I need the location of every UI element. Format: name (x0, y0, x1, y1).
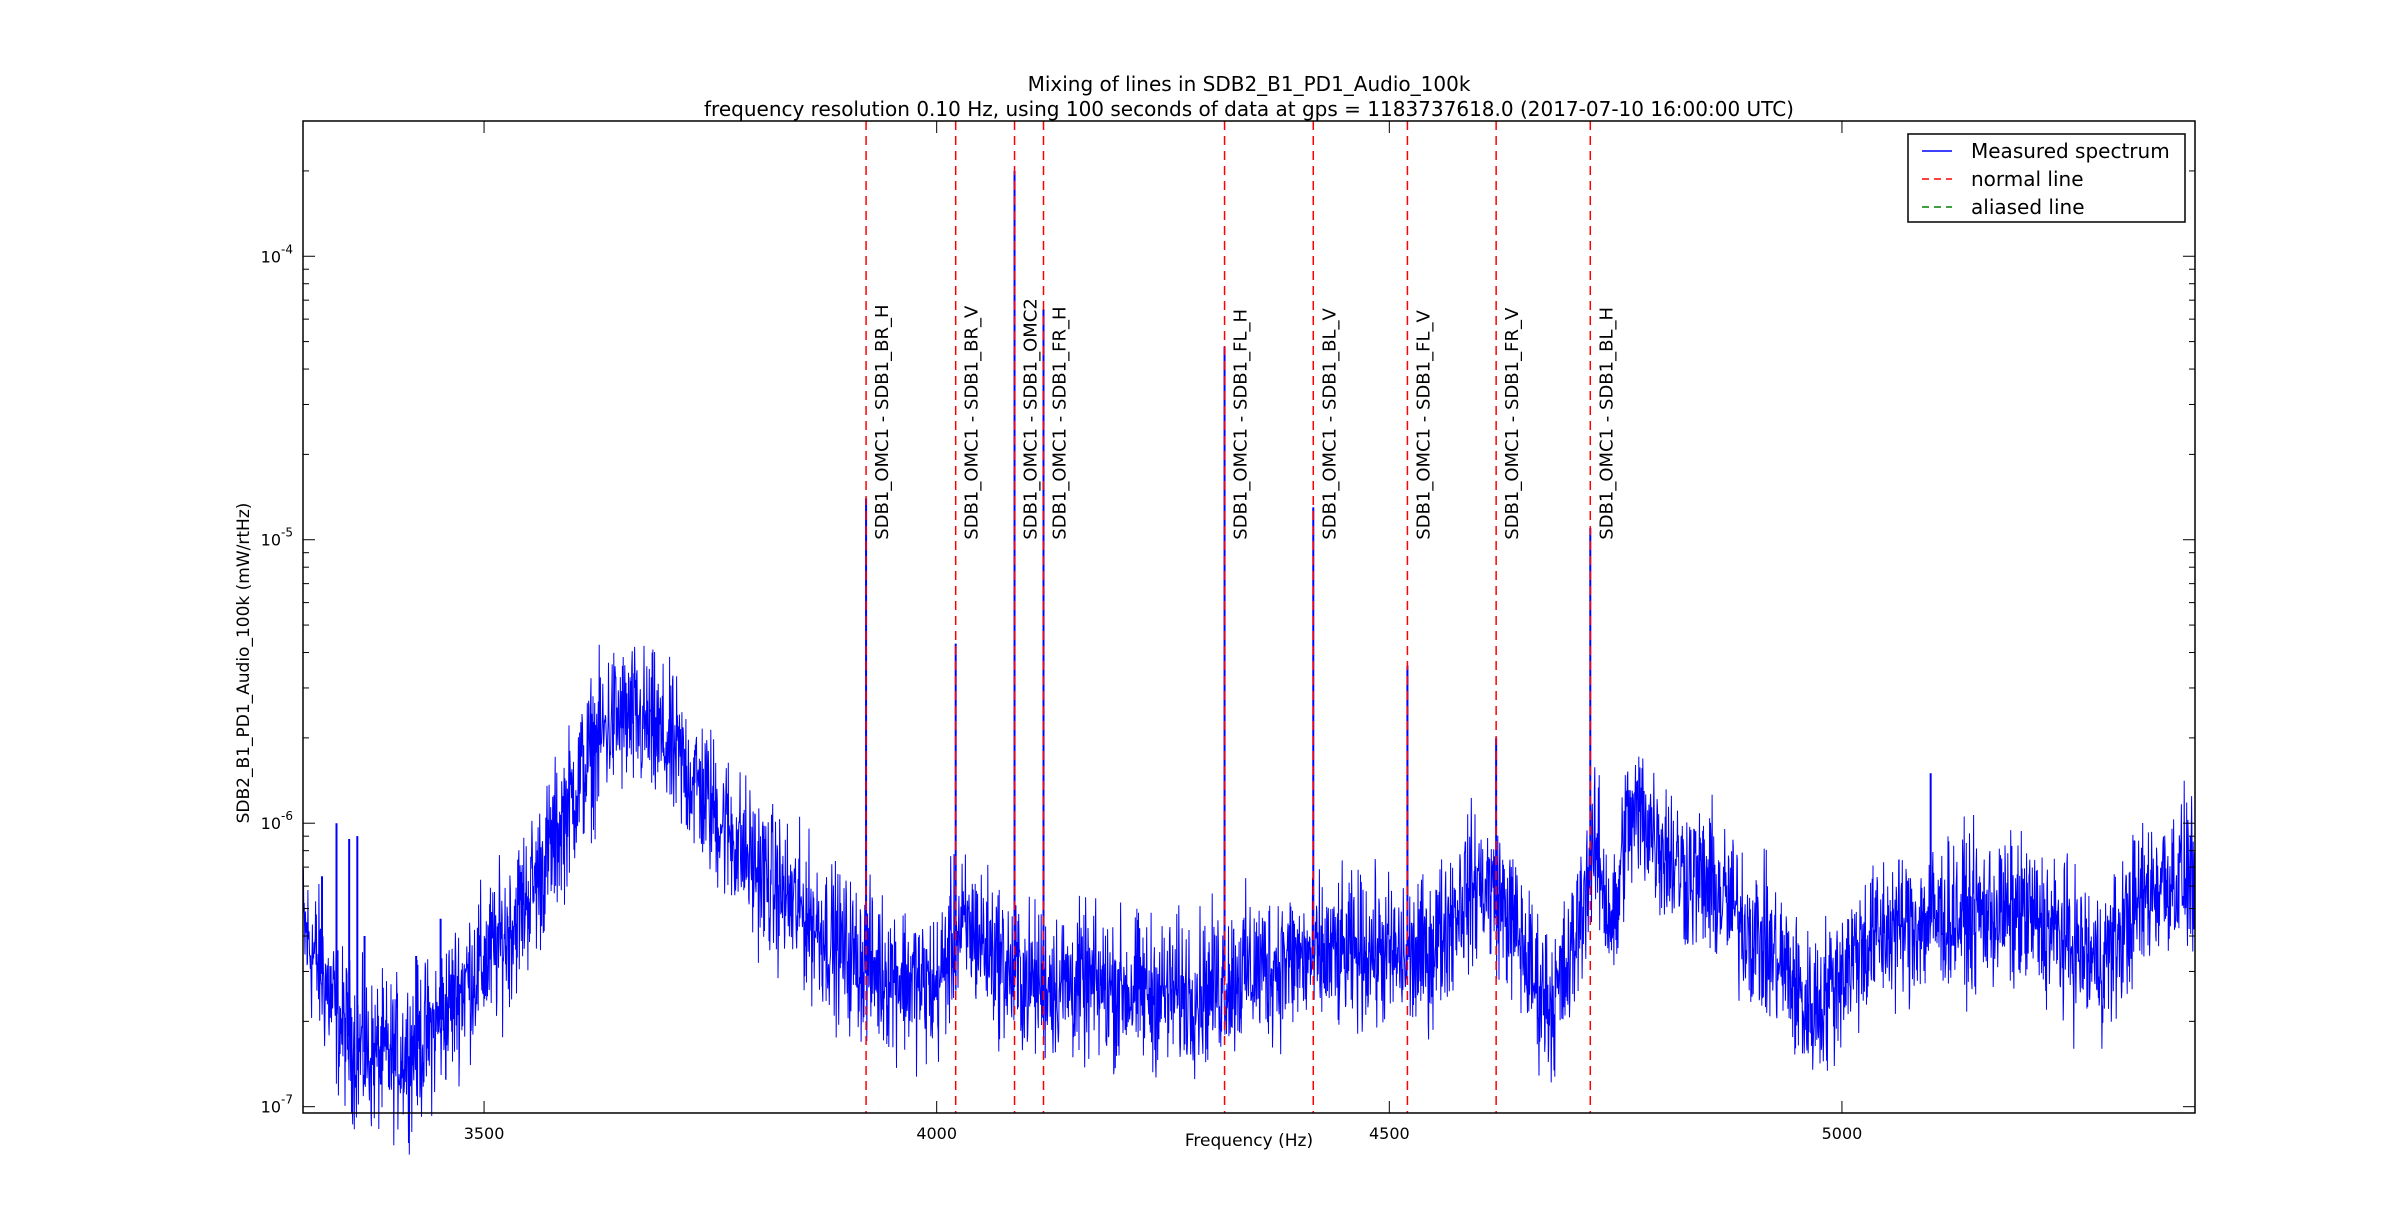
line-label: SDB1_OMC1 - SDB1_OMC2 (1021, 298, 1042, 540)
chart-title: Mixing of lines in SDB2_B1_PD1_Audio_100… (1028, 72, 1471, 96)
line-label: SDB1_OMC1 - SDB1_BR_V (962, 305, 983, 540)
axes-frame (302, 120, 2196, 1114)
line-label: SDB1_OMC1 - SDB1_FL_V (1413, 310, 1434, 540)
line-label: SDB1_OMC1 - SDB1_FR_H (1050, 306, 1071, 539)
spectrum-line (302, 644, 2196, 1155)
y-axis-label: SDB2_B1_PD1_Audio_100k (mW/rtHz) (234, 503, 254, 824)
x-tick-label: 5000 (1822, 1124, 1863, 1143)
legend-entry: aliased line (1971, 195, 2085, 219)
line-label: SDB1_OMC1 - SDB1_FL_H (1231, 309, 1252, 540)
y-tick-label: 10-5 (261, 526, 293, 550)
y-tick-label: 10-6 (261, 809, 293, 833)
plot-area: SDB1_OMC1 - SDB1_BR_H SDB1_OMC1 - SDB1_BR… (261, 120, 2196, 1155)
x-axis-label: Frequency (Hz) (1185, 1131, 1313, 1151)
x-tick-label: 3500 (464, 1124, 505, 1143)
ticks-layer: 3500 4000 4500 5000 10-7 10-6 10-5 10-4 (261, 121, 2195, 1143)
legend-box (1907, 133, 2186, 223)
legend-entry: normal line (1971, 167, 2084, 191)
chart-subtitle: frequency resolution 0.10 Hz, using 100 … (704, 97, 1794, 121)
legend-entry: Measured spectrum (1971, 139, 2170, 163)
y-tick-label: 10-7 (261, 1093, 293, 1117)
line-label: SDB1_OMC1 - SDB1_BL_V (1319, 308, 1340, 540)
y-tick-label: 10-4 (261, 242, 293, 266)
line-label: SDB1_OMC1 - SDB1_FR_V (1502, 307, 1523, 540)
x-tick-label: 4000 (916, 1124, 957, 1143)
reference-lines-layer: SDB1_OMC1 - SDB1_BR_H SDB1_OMC1 - SDB1_BR… (865, 121, 1617, 1113)
legend: Measured spectrum normal line aliased line (1907, 133, 2186, 223)
line-label: SDB1_OMC1 - SDB1_BL_H (1596, 307, 1617, 540)
line-label: SDB1_OMC1 - SDB1_BR_H (872, 304, 893, 539)
x-tick-label: 4500 (1369, 1124, 1410, 1143)
